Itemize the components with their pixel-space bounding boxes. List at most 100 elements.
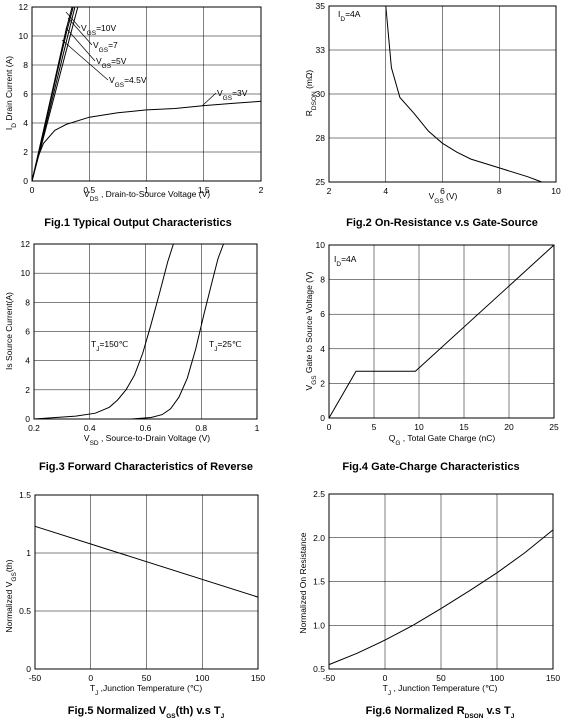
plot-frame <box>328 244 555 419</box>
annotation-leader <box>201 92 217 107</box>
series-annotation-label: ID=4A <box>334 254 357 268</box>
x-tick-label: 2 <box>327 186 332 196</box>
x-tick-label: 6 <box>440 186 445 196</box>
x-tick-label: 1.5 <box>198 185 210 195</box>
chart-title: Fig.5 Normalized VGS(th) v.s TJ <box>68 705 225 720</box>
chart-title: Fig.6 Normalized RDSON v.s TJ <box>366 705 515 720</box>
y-tick-label: 10 <box>19 31 29 41</box>
y-tick-label: 4 <box>25 356 30 366</box>
series-annotation-label: VGS=4.5V <box>109 75 147 89</box>
series-annotation-label: VGS=7 <box>93 40 118 54</box>
y-tick-label: 1 <box>26 548 31 558</box>
y-tick-label: 0 <box>26 664 31 674</box>
series-line-1 <box>34 525 259 598</box>
x-axis-label: VGS (V) <box>429 191 458 205</box>
annotation-leader <box>61 39 109 81</box>
x-axis-label: TJ ,Junction Temperature (℃) <box>90 683 202 697</box>
y-tick-label: 0.5 <box>313 664 325 674</box>
x-tick-label: 0 <box>88 673 93 683</box>
y-tick-label: 10 <box>316 240 326 250</box>
y-axis-label: RDSON (mΩ) <box>304 70 318 117</box>
x-tick-label: 100 <box>490 673 504 683</box>
plot-frame <box>328 493 554 670</box>
y-tick-label: 2.5 <box>313 489 325 499</box>
series-annotation-label: VGS=5V <box>96 56 127 70</box>
chart-title: Fig.3 Forward Characteristics of Reverse <box>39 461 253 473</box>
series-line-1 <box>385 5 542 183</box>
y-tick-label: 0.5 <box>19 606 31 616</box>
y-tick-label: 2.0 <box>313 533 325 543</box>
x-tick-label: 15 <box>459 422 469 432</box>
y-tick-label: 25 <box>316 177 326 187</box>
y-tick-label: 12 <box>21 239 31 249</box>
x-axis-label: QG , Total Gate Charge (nC) <box>389 433 496 447</box>
annotation-leader <box>67 17 93 46</box>
x-tick-label: 0 <box>383 673 388 683</box>
x-tick-label: 10 <box>414 422 424 432</box>
x-tick-label: 0.8 <box>195 423 207 433</box>
chart-fig2-on-resistance: 2 4 6 8 10 25 28 30 33 35 VGS (V) RDSON (mΩ) Fig.2 O… <box>304 1 561 229</box>
y-tick-label: 2 <box>25 385 30 395</box>
y-tick-label: 2 <box>23 147 28 157</box>
y-tick-label: 12 <box>19 2 29 12</box>
y-tick-label: 0 <box>23 176 28 186</box>
series-line-5 <box>31 100 262 182</box>
x-tick-label: 8 <box>497 186 502 196</box>
y-tick-label: 1.5 <box>313 577 325 587</box>
y-axis-label: ID Drain Current (A) <box>4 56 18 130</box>
y-tick-label: 6 <box>23 89 28 99</box>
x-tick-label: 0 <box>30 185 35 195</box>
series-annotation-label: VGS=10V <box>81 23 116 37</box>
y-tick-label: 35 <box>316 1 326 11</box>
series-line-1 <box>33 243 174 420</box>
x-tick-label: 5 <box>372 422 377 432</box>
y-tick-label: 28 <box>316 133 326 143</box>
y-axis-label: Normalized On Resistance <box>298 532 308 633</box>
y-tick-label: 1.0 <box>313 620 325 630</box>
y-tick-label: 8 <box>23 60 28 70</box>
plot-frame <box>328 5 557 183</box>
x-tick-label: 150 <box>546 673 560 683</box>
chart-title: Fig.1 Typical Output Characteristics <box>44 217 231 229</box>
y-tick-label: 1.5 <box>19 490 31 500</box>
x-tick-label: 0.4 <box>84 423 96 433</box>
y-axis-label: Is Source Current(A) <box>4 292 14 370</box>
y-tick-label: 6 <box>320 309 325 319</box>
x-tick-label: 0.6 <box>140 423 152 433</box>
chart-fig1-output-characteristics: 0 0.5 1 1.5 2 0 2 4 6 8 10 12 VDS , Drain-to-Source … <box>4 2 264 229</box>
x-tick-label: 20 <box>504 422 514 432</box>
x-tick-label: 25 <box>549 422 559 432</box>
x-tick-label: 0 <box>327 422 332 432</box>
series-annotation-label: TJ=150℃ <box>91 339 129 353</box>
y-tick-label: 4 <box>23 118 28 128</box>
x-tick-label: 2 <box>259 185 264 195</box>
x-tick-label: 50 <box>436 673 446 683</box>
y-tick-label: 8 <box>25 297 30 307</box>
x-tick-label: 10 <box>551 186 561 196</box>
series-annotation-label: VGS=3V <box>217 88 248 102</box>
chart-fig6-normalized-rdson: -50 0 50 100 150 0.5 1.0 1.5 2.0 2.5 TJ , Junction… <box>298 489 560 720</box>
series-annotation-label: TJ=25℃ <box>209 339 242 353</box>
series-line-1 <box>328 244 555 419</box>
chart-title: Fig.4 Gate-Charge Characteristics <box>342 461 519 473</box>
y-tick-label: 0 <box>320 413 325 423</box>
series-line-1 <box>328 529 554 666</box>
plot-frame <box>34 494 259 670</box>
x-tick-label: 100 <box>195 673 209 683</box>
y-tick-label: 4 <box>320 344 325 354</box>
annotation-leader <box>65 27 96 62</box>
chart-title: Fig.2 On-Resistance v.s Gate-Source <box>346 217 538 229</box>
x-tick-label: 150 <box>251 673 265 683</box>
y-axis-label: VGS Gate to Source Voltage (V) <box>304 271 318 390</box>
y-tick-label: 10 <box>21 268 31 278</box>
y-tick-label: 8 <box>320 275 325 285</box>
plot-frame <box>31 6 262 182</box>
x-axis-label: TJ , Junction Temperature (℃) <box>383 683 498 697</box>
x-axis-label: VSD , Source-to-Drain Voltage (V) <box>84 433 210 447</box>
annotation-leader <box>65 11 81 29</box>
y-tick-label: 6 <box>25 327 30 337</box>
